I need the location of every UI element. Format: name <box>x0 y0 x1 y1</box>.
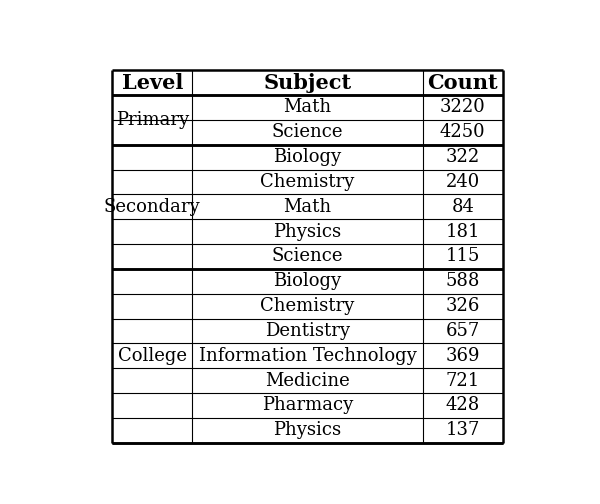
Text: Biology: Biology <box>274 148 341 166</box>
Text: College: College <box>118 347 187 365</box>
Text: 3220: 3220 <box>440 98 485 116</box>
Text: Primary: Primary <box>116 111 189 129</box>
Text: Pharmacy: Pharmacy <box>262 397 353 414</box>
Text: 721: 721 <box>446 371 480 390</box>
Text: Information Technology: Information Technology <box>199 347 416 365</box>
Text: Physics: Physics <box>274 421 341 439</box>
Text: 181: 181 <box>446 223 480 240</box>
Text: Dentistry: Dentistry <box>265 322 350 340</box>
Text: Count: Count <box>427 73 498 93</box>
Text: Math: Math <box>283 98 332 116</box>
Text: Physics: Physics <box>274 223 341 240</box>
Text: Subject: Subject <box>263 73 352 93</box>
Text: Science: Science <box>272 247 343 266</box>
Text: 588: 588 <box>446 272 480 290</box>
Text: Chemistry: Chemistry <box>260 173 355 191</box>
Text: 322: 322 <box>446 148 480 166</box>
Text: 657: 657 <box>446 322 480 340</box>
Text: Science: Science <box>272 123 343 141</box>
Text: Medicine: Medicine <box>265 371 350 390</box>
Text: Chemistry: Chemistry <box>260 297 355 315</box>
Text: Secondary: Secondary <box>104 198 200 216</box>
Text: 240: 240 <box>446 173 480 191</box>
Text: 428: 428 <box>446 397 480 414</box>
Text: 84: 84 <box>451 198 474 216</box>
Text: Math: Math <box>283 198 332 216</box>
Text: Level: Level <box>122 73 183 93</box>
Text: 115: 115 <box>446 247 480 266</box>
Text: 137: 137 <box>446 421 480 439</box>
Text: 326: 326 <box>446 297 480 315</box>
Text: 4250: 4250 <box>440 123 485 141</box>
Text: Biology: Biology <box>274 272 341 290</box>
Text: 369: 369 <box>446 347 480 365</box>
